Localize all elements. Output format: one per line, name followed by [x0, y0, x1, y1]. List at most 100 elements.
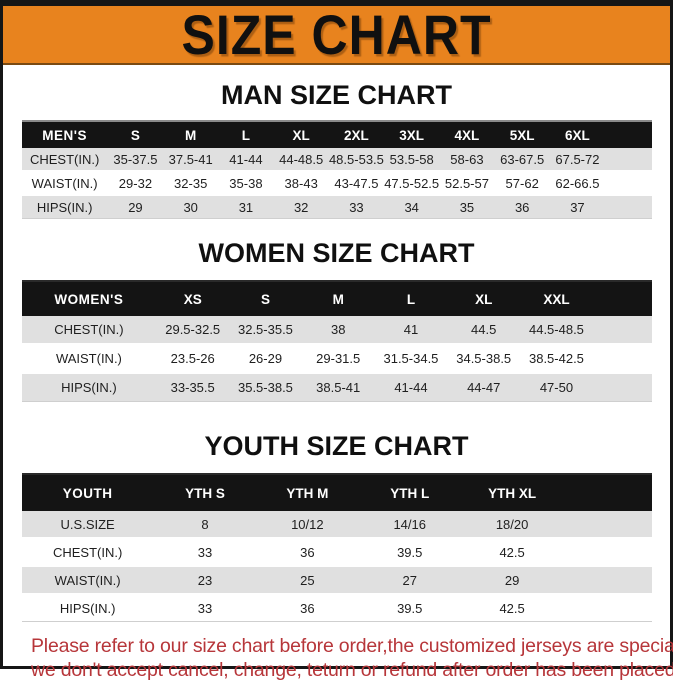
- size-cell: 31: [218, 195, 273, 219]
- youth-size-col: YTH XL: [461, 474, 563, 511]
- size-cell: 47.5-52.5: [384, 171, 439, 195]
- size-cell: 35-37.5: [108, 148, 163, 171]
- size-cell: 33: [154, 594, 256, 622]
- youth-size-col: YTH S: [154, 474, 256, 511]
- men-header-row: MEN'S S M L XL 2XL 3XL 4XL 5XL 6XL: [22, 121, 652, 148]
- size-cell: 63-67.5: [495, 148, 550, 171]
- women-size-col: XXL: [520, 281, 593, 316]
- row-label: WAIST(IN.): [22, 344, 157, 373]
- size-cell: 38.5-41: [302, 373, 375, 402]
- size-cell: 35.5-38.5: [229, 373, 302, 402]
- size-cell: 37: [550, 195, 605, 219]
- size-cell: 34.5-38.5: [447, 344, 520, 373]
- size-cell: 33-35.5: [156, 373, 229, 402]
- size-cell: 38: [302, 316, 375, 344]
- row-label: CHEST(IN.): [22, 148, 108, 171]
- size-cell: 32.5-35.5: [229, 316, 302, 344]
- size-cell: 39.5: [359, 538, 461, 566]
- size-cell: 41-44: [375, 373, 448, 402]
- size-cell: 8: [154, 511, 256, 538]
- men-size-col: L: [218, 121, 273, 148]
- youth-header-filler: [563, 474, 651, 511]
- youth-corner-label: YOUTH: [22, 474, 154, 511]
- women-chest-row: CHEST(IN.) 29.5-32.5 32.5-35.5 38 41 44.…: [22, 316, 652, 344]
- women-section-heading: WOMEN SIZE CHART: [3, 219, 670, 280]
- filler-cell: [593, 316, 652, 344]
- size-cell: 67.5-72: [550, 148, 605, 171]
- size-cell: 57-62: [495, 171, 550, 195]
- size-cell: 52.5-57: [439, 171, 494, 195]
- women-waist-row: WAIST(IN.) 23.5-26 26-29 29-31.5 31.5-34…: [22, 344, 652, 373]
- row-label: CHEST(IN.): [22, 316, 157, 344]
- women-size-col: L: [375, 281, 448, 316]
- women-size-table: WOMEN'S XS S M L XL XXL CHEST(IN.) 29.5-…: [22, 280, 652, 402]
- youth-size-col: YTH M: [256, 474, 358, 511]
- size-cell: 33: [154, 538, 256, 566]
- youth-size-col: YTH L: [359, 474, 461, 511]
- size-cell: 25: [256, 566, 358, 594]
- row-label: WAIST(IN.): [22, 171, 108, 195]
- size-cell: 29: [461, 566, 563, 594]
- men-section-heading: MAN SIZE CHART: [3, 65, 670, 120]
- women-size-col: XS: [156, 281, 229, 316]
- size-cell: 36: [495, 195, 550, 219]
- men-size-col: 5XL: [495, 121, 550, 148]
- women-size-col: S: [229, 281, 302, 316]
- size-cell: 14/16: [359, 511, 461, 538]
- men-size-col: 3XL: [384, 121, 439, 148]
- size-cell: 10/12: [256, 511, 358, 538]
- size-cell: 32: [274, 195, 329, 219]
- men-hips-row: HIPS(IN.) 29 30 31 32 33 34 35 36 37: [22, 195, 652, 219]
- size-cell: 31.5-34.5: [375, 344, 448, 373]
- youth-hips-row: HIPS(IN.) 33 36 39.5 42.5: [22, 594, 652, 622]
- size-cell: 29: [108, 195, 163, 219]
- row-label: U.S.SIZE: [22, 511, 154, 538]
- size-cell: 29-31.5: [302, 344, 375, 373]
- size-cell: 42.5: [461, 538, 563, 566]
- size-cell: 37.5-41: [163, 148, 218, 171]
- size-cell: 41-44: [218, 148, 273, 171]
- size-cell: 47-50: [520, 373, 593, 402]
- men-header-filler: [605, 121, 651, 148]
- size-cell: 44.5: [447, 316, 520, 344]
- size-cell: 42.5: [461, 594, 563, 622]
- men-size-col: XL: [274, 121, 329, 148]
- page-title: SIZE CHART: [182, 7, 492, 63]
- size-cell: 53.5-58: [384, 148, 439, 171]
- youth-section-heading: YOUTH SIZE CHART: [3, 402, 670, 473]
- women-hips-row: HIPS(IN.) 33-35.5 35.5-38.5 38.5-41 41-4…: [22, 373, 652, 402]
- size-cell: 48.5-53.5: [329, 148, 384, 171]
- size-cell: 35: [439, 195, 494, 219]
- footer-line-1: Please refer to our size chart before or…: [31, 635, 670, 659]
- filler-cell: [563, 594, 651, 622]
- youth-chest-row: CHEST(IN.) 33 36 39.5 42.5: [22, 538, 652, 566]
- size-cell: 44-47: [447, 373, 520, 402]
- row-label: CHEST(IN.): [22, 538, 154, 566]
- size-cell: 44.5-48.5: [520, 316, 593, 344]
- title-banner: SIZE CHART: [3, 6, 670, 65]
- filler-cell: [563, 566, 651, 594]
- men-size-col: 6XL: [550, 121, 605, 148]
- women-corner-label: WOMEN'S: [22, 281, 157, 316]
- footer-note: Please refer to our size chart before or…: [31, 635, 670, 682]
- row-label: HIPS(IN.): [22, 373, 157, 402]
- size-cell: 44-48.5: [274, 148, 329, 171]
- women-header-row: WOMEN'S XS S M L XL XXL: [22, 281, 652, 316]
- men-waist-row: WAIST(IN.) 29-32 32-35 35-38 38-43 43-47…: [22, 171, 652, 195]
- youth-ussize-row: U.S.SIZE 8 10/12 14/16 18/20: [22, 511, 652, 538]
- size-cell: 34: [384, 195, 439, 219]
- youth-size-table: YOUTH YTH S YTH M YTH L YTH XL U.S.SIZE …: [22, 473, 652, 622]
- size-cell: 18/20: [461, 511, 563, 538]
- women-header-filler: [593, 281, 652, 316]
- women-size-col: XL: [447, 281, 520, 316]
- size-cell: 35-38: [218, 171, 273, 195]
- filler-cell: [605, 171, 651, 195]
- men-size-col: 2XL: [329, 121, 384, 148]
- size-cell: 36: [256, 594, 358, 622]
- men-size-col: 4XL: [439, 121, 494, 148]
- size-cell: 23.5-26: [156, 344, 229, 373]
- size-cell: 41: [375, 316, 448, 344]
- size-cell: 38.5-42.5: [520, 344, 593, 373]
- size-cell: 27: [359, 566, 461, 594]
- filler-cell: [605, 148, 651, 171]
